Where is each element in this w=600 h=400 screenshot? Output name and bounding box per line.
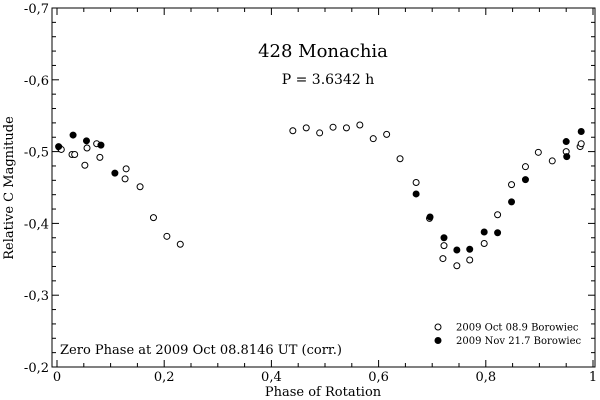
axis-tick-labels: 0 0,2 0,4 0,6 0,8 1 -0,7 -0,6 -0,5 -0,4 -0,3 -0,2 xyxy=(24,2,597,385)
data-point-oct xyxy=(136,183,144,191)
data-point-oct xyxy=(96,153,104,161)
data-point-oct xyxy=(289,127,297,135)
data-point-nov xyxy=(521,176,529,184)
data-point-nov xyxy=(494,229,502,237)
data-point-nov xyxy=(577,127,585,135)
data-point-oct xyxy=(412,178,420,186)
data-point-oct xyxy=(342,124,350,132)
plot-frame xyxy=(51,7,596,368)
data-point-nov xyxy=(466,245,474,253)
x-tick-label: 0,2 xyxy=(154,370,175,385)
data-point-nov xyxy=(55,143,63,151)
data-point-oct xyxy=(121,175,129,183)
data-points xyxy=(55,121,585,270)
data-point-oct xyxy=(356,121,364,129)
data-point-nov xyxy=(453,246,461,254)
data-point-nov xyxy=(111,169,119,177)
data-point-oct xyxy=(329,123,337,131)
data-point-oct xyxy=(122,165,130,173)
data-point-oct xyxy=(396,155,404,163)
data-point-oct xyxy=(521,163,529,171)
data-point-oct xyxy=(440,242,448,250)
x-tick-label: 0 xyxy=(53,370,61,385)
y-tick-label: -0,6 xyxy=(24,74,49,89)
data-point-nov xyxy=(480,228,488,236)
data-point-oct xyxy=(508,181,516,189)
data-point-oct xyxy=(83,144,91,152)
chart-title: 428 Monachia xyxy=(258,41,388,62)
legend-marker-open xyxy=(434,323,442,331)
data-point-oct xyxy=(577,140,585,148)
legend-label-oct: 2009 Oct 08.9 Borowiec xyxy=(456,323,579,334)
data-point-oct xyxy=(466,256,474,264)
data-point-oct xyxy=(163,232,171,240)
data-point-oct xyxy=(302,124,310,132)
data-point-nov xyxy=(440,234,448,242)
data-point-oct xyxy=(369,135,377,143)
x-axis-label: Phase of Rotation xyxy=(265,385,382,400)
data-point-oct xyxy=(439,255,447,263)
x-tick-label: 0,8 xyxy=(475,370,496,385)
y-tick-label: -0,3 xyxy=(24,289,49,304)
data-point-oct xyxy=(383,130,391,138)
x-tick-label: 0,6 xyxy=(368,370,389,385)
axis-ticks xyxy=(52,7,595,368)
data-point-oct xyxy=(71,150,79,158)
data-point-oct xyxy=(176,240,184,248)
data-point-nov xyxy=(562,138,570,146)
legend: 2009 Oct 08.9 Borowiec 2009 Nov 21.7 Bor… xyxy=(434,323,582,347)
x-tick-label: 1 xyxy=(589,370,597,385)
data-point-oct xyxy=(149,214,157,222)
y-tick-label: -0,5 xyxy=(24,146,49,161)
legend-marker-filled xyxy=(434,337,442,344)
data-point-nov xyxy=(508,198,516,206)
zero-phase-annotation: Zero Phase at 2009 Oct 08.8146 UT (corr.… xyxy=(60,343,342,358)
data-point-oct xyxy=(81,161,89,169)
data-point-nov xyxy=(97,141,105,149)
data-point-nov xyxy=(69,131,77,139)
data-point-oct xyxy=(548,157,556,165)
y-tick-label: -0,4 xyxy=(24,217,49,232)
data-point-nov xyxy=(412,190,420,198)
data-point-oct xyxy=(534,148,542,156)
data-point-oct xyxy=(480,240,488,248)
y-tick-label: -0,2 xyxy=(24,361,49,376)
data-point-oct xyxy=(494,211,502,219)
data-point-nov xyxy=(563,153,571,161)
data-point-oct xyxy=(453,262,461,270)
x-tick-label: 0,4 xyxy=(261,370,282,385)
data-point-oct xyxy=(316,129,324,137)
legend-label-nov: 2009 Nov 21.7 Borowiec xyxy=(456,336,582,347)
data-point-nov xyxy=(426,213,434,221)
y-tick-label: -0,7 xyxy=(24,2,49,17)
y-axis-label: Relative C Magnitude xyxy=(2,116,17,260)
chart-subtitle: P = 3.6342 h xyxy=(282,72,375,88)
data-point-nov xyxy=(82,137,90,145)
